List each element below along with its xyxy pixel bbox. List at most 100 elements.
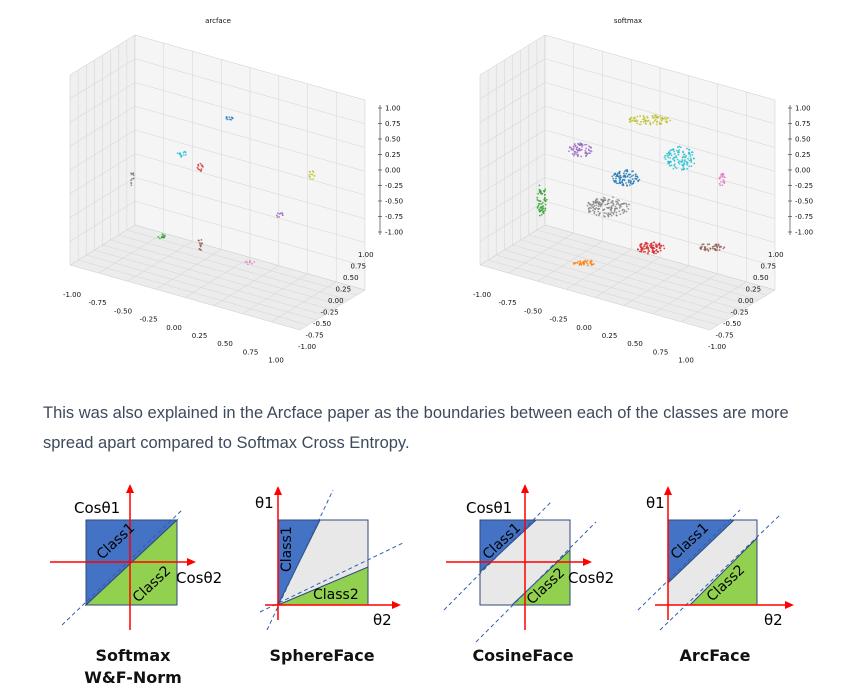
- scatter-point: [614, 172, 616, 175]
- scatter-point: [644, 251, 647, 253]
- scatter-point: [226, 118, 229, 121]
- scatter-point: [587, 207, 590, 210]
- scatter-point: [544, 188, 547, 191]
- scatter-point: [636, 122, 638, 125]
- scatter-point: [576, 151, 579, 154]
- scatter-point: [200, 164, 203, 167]
- scatter-point: [722, 179, 725, 181]
- scatter-point: [721, 184, 724, 187]
- arcface-3d-box: [69, 34, 381, 331]
- x-tick-label: -0.25: [549, 316, 567, 324]
- scatter-point: [655, 245, 657, 247]
- scatter-point: [682, 168, 684, 170]
- scatter-point: [160, 236, 163, 239]
- scatter-point: [592, 209, 594, 212]
- grid-line: [134, 153, 366, 220]
- x-axis-arrow: [187, 558, 196, 566]
- x-tick-label: 0.25: [602, 332, 618, 340]
- z-tick-label: 0.50: [795, 136, 811, 144]
- scatter-point: [587, 148, 590, 151]
- scatter-point: [607, 202, 610, 205]
- scatter-point: [723, 181, 726, 184]
- scatter-point: [590, 146, 592, 149]
- scatter-point: [176, 152, 179, 155]
- y-tick-label: -0.75: [306, 332, 324, 340]
- scatter-point: [584, 149, 587, 152]
- scatter-point: [626, 169, 629, 172]
- scatter-point: [618, 199, 620, 202]
- scatter-point: [643, 243, 646, 246]
- boundary-2: [259, 541, 406, 613]
- scatter-point: [652, 251, 655, 254]
- scatter-point: [654, 243, 657, 245]
- z-tick-label: 0.75: [385, 120, 401, 128]
- scatter-point: [667, 154, 670, 157]
- scatter-point: [625, 172, 628, 175]
- scatter-point: [225, 117, 228, 120]
- scatter-point: [672, 148, 675, 151]
- x-tick-label: 0.75: [653, 348, 669, 356]
- scatter-point: [598, 203, 601, 206]
- grid-line: [544, 177, 776, 243]
- scatter-point: [623, 174, 625, 177]
- scatter-point: [200, 249, 203, 252]
- scatter-point: [671, 157, 674, 160]
- scatter-point: [628, 120, 631, 123]
- scatter-point: [633, 116, 636, 119]
- scatter-point: [540, 203, 543, 205]
- scatter-point: [628, 184, 631, 187]
- scatter-point: [677, 146, 679, 148]
- scatter-point: [675, 167, 678, 170]
- arcface-points: [130, 116, 316, 266]
- scatter-point: [582, 261, 585, 264]
- scatter-point: [706, 248, 709, 250]
- scatter-point: [130, 181, 133, 184]
- scatter-point: [609, 213, 612, 215]
- scatter-point: [690, 159, 693, 161]
- scatter-point: [228, 116, 231, 119]
- scatter-point: [570, 147, 573, 149]
- grid-line: [528, 234, 759, 301]
- scatter-point: [672, 156, 675, 159]
- scatter-point: [611, 200, 613, 203]
- scatter-point: [573, 154, 575, 157]
- scatter-point: [712, 245, 715, 248]
- scatter-point: [604, 199, 607, 202]
- scatter-point: [673, 160, 676, 162]
- x-tick-label: -1.00: [63, 291, 81, 299]
- scatter-point: [652, 241, 655, 244]
- z-tick-label: 0.00: [385, 167, 401, 175]
- scatter-point: [590, 150, 593, 153]
- scatter-point: [637, 180, 640, 183]
- scatter-point: [308, 176, 311, 178]
- scatter-point: [689, 153, 691, 156]
- scatter-point: [715, 243, 718, 246]
- scatter-point: [622, 172, 625, 175]
- scatter-point: [635, 178, 638, 180]
- scatter-point: [230, 116, 233, 119]
- scatter-point: [590, 263, 593, 266]
- scatter-point: [669, 149, 672, 152]
- scatter-point: [688, 152, 690, 154]
- y-axis-label: Cosθ1: [74, 499, 120, 517]
- scatter-point: [629, 173, 632, 176]
- y-tick-label: 0.50: [343, 274, 359, 282]
- softmax-3d-box: [479, 34, 791, 331]
- scatter-point: [615, 177, 617, 180]
- y-tick-label: 0.25: [746, 286, 762, 294]
- grid-line: [126, 229, 357, 296]
- z-tick-label: -0.25: [385, 182, 403, 190]
- scatter-point: [538, 210, 541, 213]
- scatter-point: [545, 198, 548, 201]
- grid-line: [512, 244, 743, 311]
- grid-line: [536, 229, 767, 296]
- scatter-point: [593, 212, 596, 215]
- scatter-point: [648, 250, 651, 253]
- x-axis-arrow: [392, 601, 401, 609]
- scatter-point: [277, 212, 279, 215]
- scatter-point: [541, 201, 544, 204]
- y-tick-label: -0.25: [321, 309, 339, 317]
- scatter-point: [636, 120, 639, 123]
- scatter-point: [581, 145, 583, 148]
- scatter-point: [632, 182, 635, 185]
